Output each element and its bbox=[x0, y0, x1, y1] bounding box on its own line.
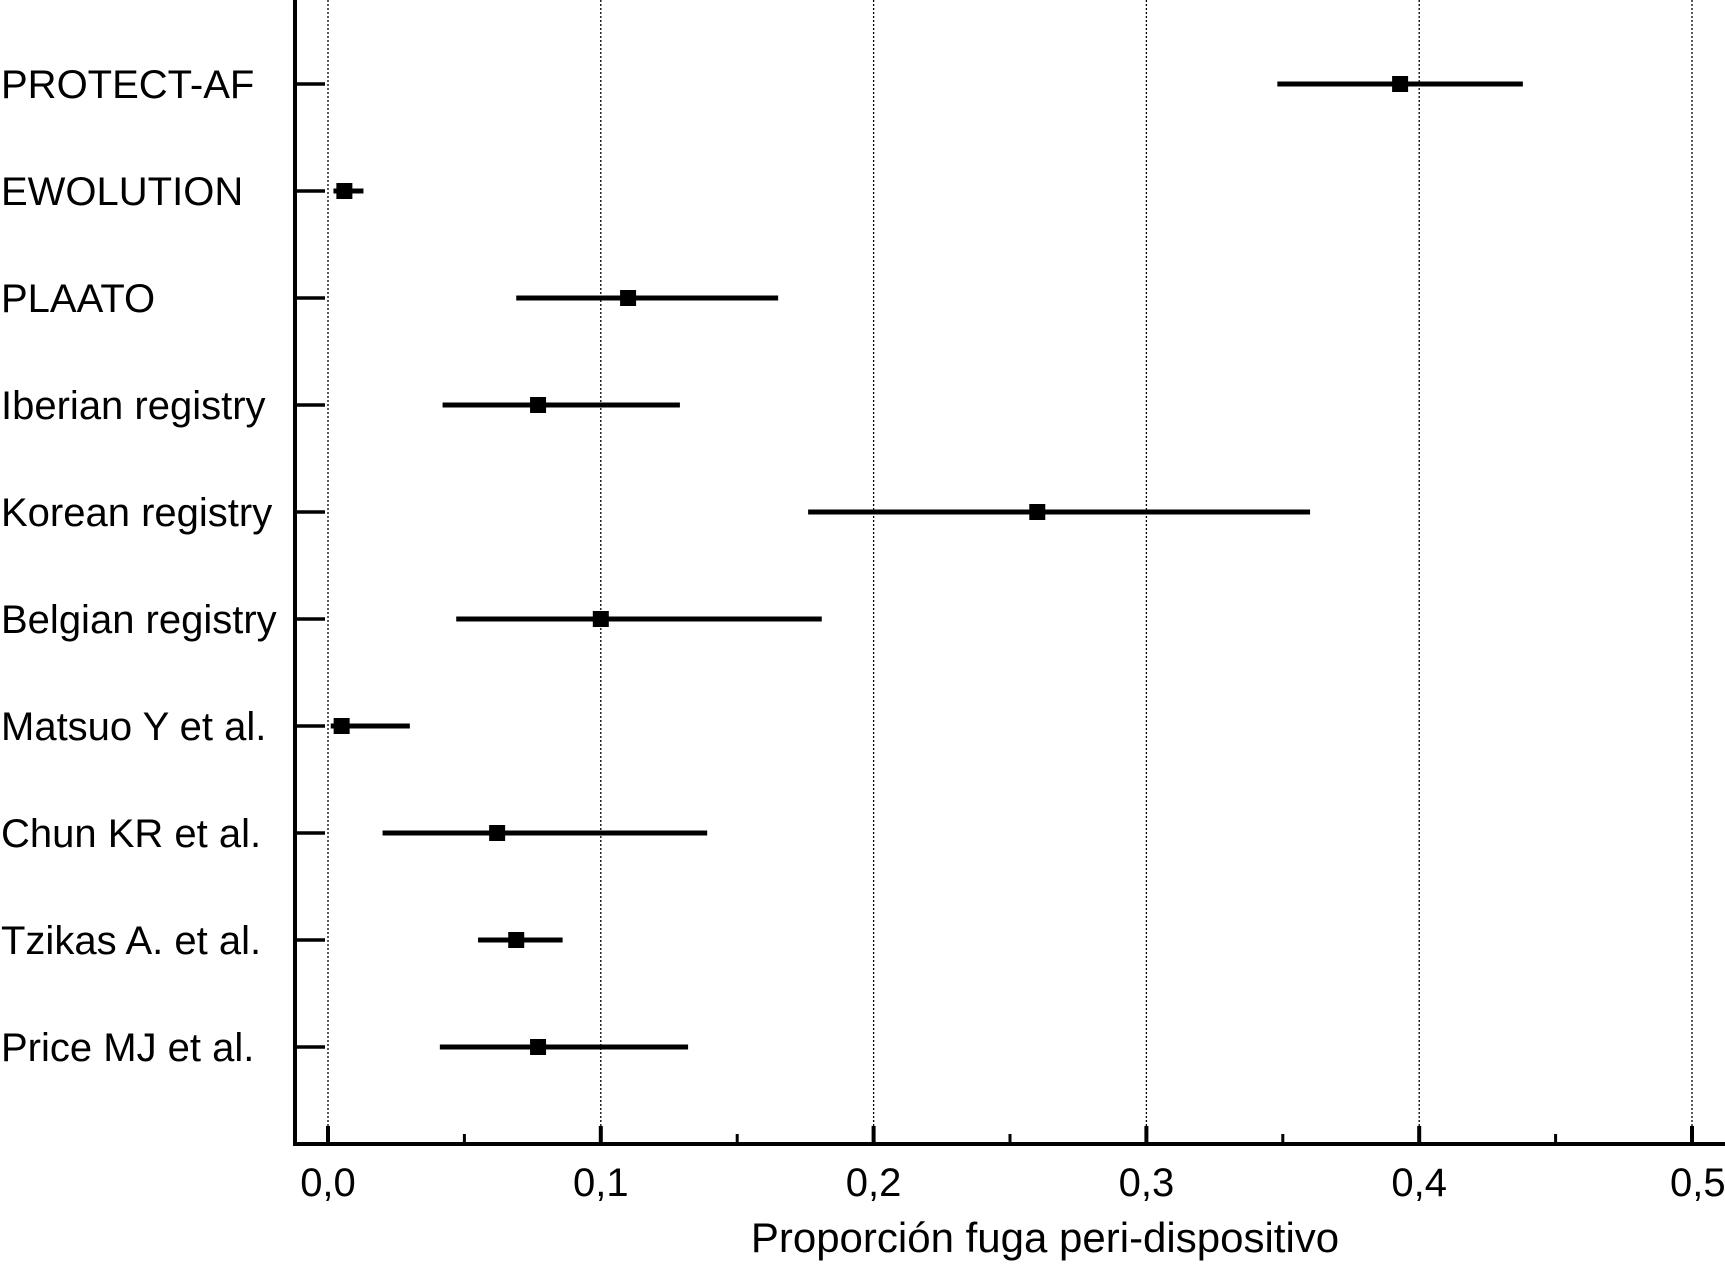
x-tick-label: 0,2 bbox=[846, 1161, 902, 1205]
study-label: Chun KR et al. bbox=[1, 812, 261, 856]
point-estimate bbox=[530, 1039, 547, 1055]
x-tick-label: 0,5 bbox=[1670, 1161, 1725, 1205]
point-estimate bbox=[530, 397, 547, 413]
study-label: Matsuo Y et al. bbox=[1, 705, 266, 749]
study-label: Iberian registry bbox=[1, 384, 266, 428]
point-estimate bbox=[592, 611, 609, 627]
point-estimate bbox=[336, 183, 353, 199]
grid-lines bbox=[327, 0, 1693, 1144]
study-label: Korean registry bbox=[1, 491, 272, 535]
x-axis-title: Proporción fuga peri-dispositivo bbox=[751, 1214, 1339, 1261]
x-tick-label: 0,1 bbox=[573, 1161, 629, 1205]
axes bbox=[293, 0, 1725, 1146]
point-estimate bbox=[489, 825, 506, 841]
study-label: Tzikas A. et al. bbox=[1, 919, 261, 963]
point-estimate bbox=[1392, 76, 1409, 92]
point-estimate bbox=[1029, 504, 1046, 520]
x-tick-label: 0,4 bbox=[1391, 1161, 1447, 1205]
study-labels: PROTECT-AF EWOLUTION PLAATO Iberian registr… bbox=[1, 63, 277, 1070]
study-marks bbox=[330, 76, 1523, 1055]
x-tick-label: 0,0 bbox=[300, 1161, 356, 1205]
study-label: PROTECT-AF bbox=[1, 63, 254, 107]
point-estimate bbox=[620, 290, 637, 306]
study-label: PLAATO bbox=[1, 277, 155, 321]
study-label: Belgian registry bbox=[1, 598, 277, 642]
x-tick-label: 0,3 bbox=[1119, 1161, 1175, 1205]
x-axis-ticks: 0,0 0,1 0,2 0,3 0,4 0,5 bbox=[300, 1126, 1725, 1205]
point-estimate bbox=[333, 718, 350, 734]
study-label: Price MJ et al. bbox=[1, 1026, 254, 1070]
study-label: EWOLUTION bbox=[1, 170, 243, 214]
y-axis-ticks bbox=[295, 82, 325, 1049]
point-estimate bbox=[508, 932, 525, 948]
